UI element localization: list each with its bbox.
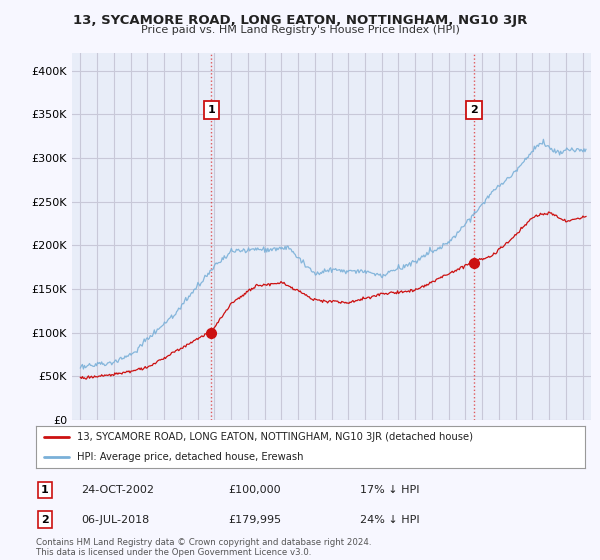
Text: 13, SYCAMORE ROAD, LONG EATON, NOTTINGHAM, NG10 3JR (detached house): 13, SYCAMORE ROAD, LONG EATON, NOTTINGHA… bbox=[77, 432, 473, 442]
Text: 1: 1 bbox=[208, 105, 215, 115]
Text: Contains HM Land Registry data © Crown copyright and database right 2024.: Contains HM Land Registry data © Crown c… bbox=[36, 538, 371, 547]
Text: 2: 2 bbox=[41, 515, 49, 525]
Text: Price paid vs. HM Land Registry's House Price Index (HPI): Price paid vs. HM Land Registry's House … bbox=[140, 25, 460, 35]
Text: £179,995: £179,995 bbox=[228, 515, 281, 525]
Text: 13, SYCAMORE ROAD, LONG EATON, NOTTINGHAM, NG10 3JR: 13, SYCAMORE ROAD, LONG EATON, NOTTINGHA… bbox=[73, 14, 527, 27]
Text: £100,000: £100,000 bbox=[228, 485, 281, 495]
Text: 17% ↓ HPI: 17% ↓ HPI bbox=[360, 485, 419, 495]
Text: HPI: Average price, detached house, Erewash: HPI: Average price, detached house, Erew… bbox=[77, 452, 304, 462]
Text: 24-OCT-2002: 24-OCT-2002 bbox=[81, 485, 154, 495]
Text: 06-JUL-2018: 06-JUL-2018 bbox=[81, 515, 149, 525]
Text: 2: 2 bbox=[470, 105, 478, 115]
Text: This data is licensed under the Open Government Licence v3.0.: This data is licensed under the Open Gov… bbox=[36, 548, 311, 557]
Text: 24% ↓ HPI: 24% ↓ HPI bbox=[360, 515, 419, 525]
Text: 1: 1 bbox=[41, 485, 49, 495]
